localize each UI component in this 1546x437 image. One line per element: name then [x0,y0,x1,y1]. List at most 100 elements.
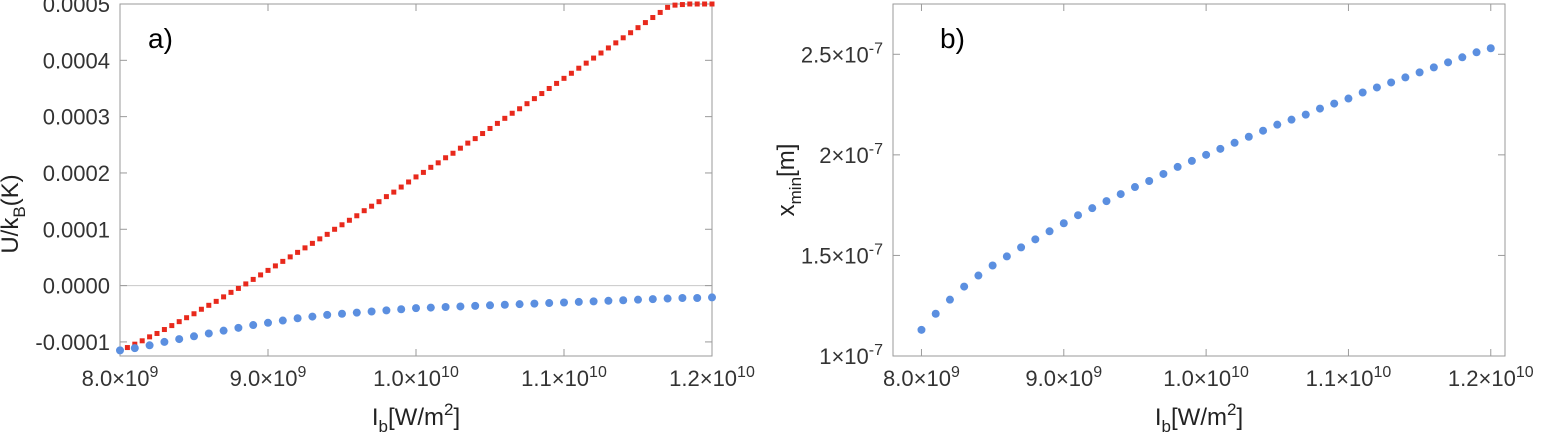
data-point-red [265,267,271,273]
y-tick-label: 2.5×10-7 [801,40,883,67]
data-point-blue [397,305,406,314]
data-point-blue [1273,120,1282,129]
data-point-blue [1017,243,1026,252]
data-point-blue [1216,144,1225,153]
data-point-blue [1088,204,1097,213]
data-point-blue [1130,183,1139,192]
data-point-red [258,272,264,278]
data-point-red [568,70,574,76]
y-tick-label: 0.0004 [43,48,110,73]
data-point-blue [1045,227,1054,236]
data-point-red [598,50,604,56]
x-tick-label: 1.1×1010 [521,364,607,391]
y-tick-label: 0.0003 [43,105,110,130]
data-point-blue [471,301,480,310]
data-point-blue [264,318,272,327]
data-point-red [665,4,671,10]
data-point-blue [234,323,243,332]
data-point-blue [1244,132,1253,141]
data-point-red [339,222,345,228]
chart-panel-b: 8.0×109 9.0×109 1.0×1010 1.1×1010 1.2×1010 2.… [773,3,1534,436]
data-point-blue [560,298,568,307]
data-point-red [672,2,678,8]
data-point-blue [219,326,228,335]
data-point-red [198,306,204,312]
data-point-red [628,30,634,36]
data-point-blue [574,297,583,306]
data-point-red [309,240,315,246]
data-point-red [406,179,412,185]
data-point-red [139,338,145,344]
data-point-blue [917,325,926,334]
data-point-blue [1344,94,1353,103]
data-point-blue [1429,63,1438,72]
y-tick-label: 1.5×10-7 [801,241,883,268]
data-point-red [191,311,197,317]
data-point-blue [1372,83,1381,92]
x-tick-label: 1.0×1010 [373,364,459,391]
x-tick-label: 9.0×109 [230,364,307,391]
data-point-blue [974,271,983,280]
data-point-red [450,150,456,156]
data-point-blue [278,316,287,325]
data-point-red [184,315,190,321]
x-tick-label: 8.0×109 [82,364,159,391]
series-blue [116,293,716,355]
data-point-red [354,213,360,219]
data-point-red [169,323,175,329]
data-point-blue [1116,190,1125,199]
data-point-blue [693,293,702,302]
data-point-blue [1002,252,1011,261]
data-point-red [457,145,463,151]
x-tick-label: 9.0×109 [1025,364,1102,391]
data-point-blue [367,307,376,316]
data-point-red [317,236,323,242]
y-tick-label: 0.0001 [43,217,110,242]
y-tick-label: 0.0000 [43,274,110,299]
y-axis-label: U/kB(K) [0,174,29,253]
x-tick-label: 1.0×1010 [1163,364,1249,391]
data-point-blue [1358,88,1367,97]
data-point-red [428,164,434,170]
data-point-red [295,249,301,255]
data-point-blue [945,295,954,304]
data-point-blue [1458,53,1467,62]
data-point-red [213,298,219,304]
data-point-blue [545,299,554,308]
data-point-blue [1145,177,1154,186]
data-point-red [480,131,486,137]
data-point-red [287,254,293,260]
data-point-red [154,330,160,336]
data-point-blue [1259,126,1268,135]
data-point-blue [352,308,361,317]
data-point-blue [204,329,213,338]
data-point-blue [619,296,628,305]
data-point-red [361,208,367,214]
data-point-red [591,55,597,61]
y-tick-label: 2×10-7 [819,141,883,168]
y-tick-label: 0.0002 [43,161,110,186]
data-point-blue [145,341,154,350]
data-point-red [398,184,404,190]
data-point-blue [931,309,940,318]
data-point-blue [589,297,598,306]
x-axis-label: Ib[W/m2] [372,400,460,436]
data-point-red [702,1,708,7]
data-point-red [487,125,493,131]
data-point-blue [1159,169,1168,178]
data-point-blue [678,293,687,302]
data-point-blue [1315,104,1324,113]
data-point-blue [500,300,509,309]
data-point-blue [1059,219,1068,228]
data-point-blue [1330,99,1339,108]
data-point-blue [412,304,420,313]
data-point-blue [1472,48,1481,57]
data-point-blue [1444,58,1453,67]
data-point-red [228,289,234,295]
data-point-blue [160,337,169,346]
data-point-red [272,263,278,269]
data-point-red [324,231,330,237]
data-point-red [561,75,567,81]
y-tick-label: 0.0005 [43,0,110,17]
y-tick-label: 1×10-7 [819,342,883,369]
